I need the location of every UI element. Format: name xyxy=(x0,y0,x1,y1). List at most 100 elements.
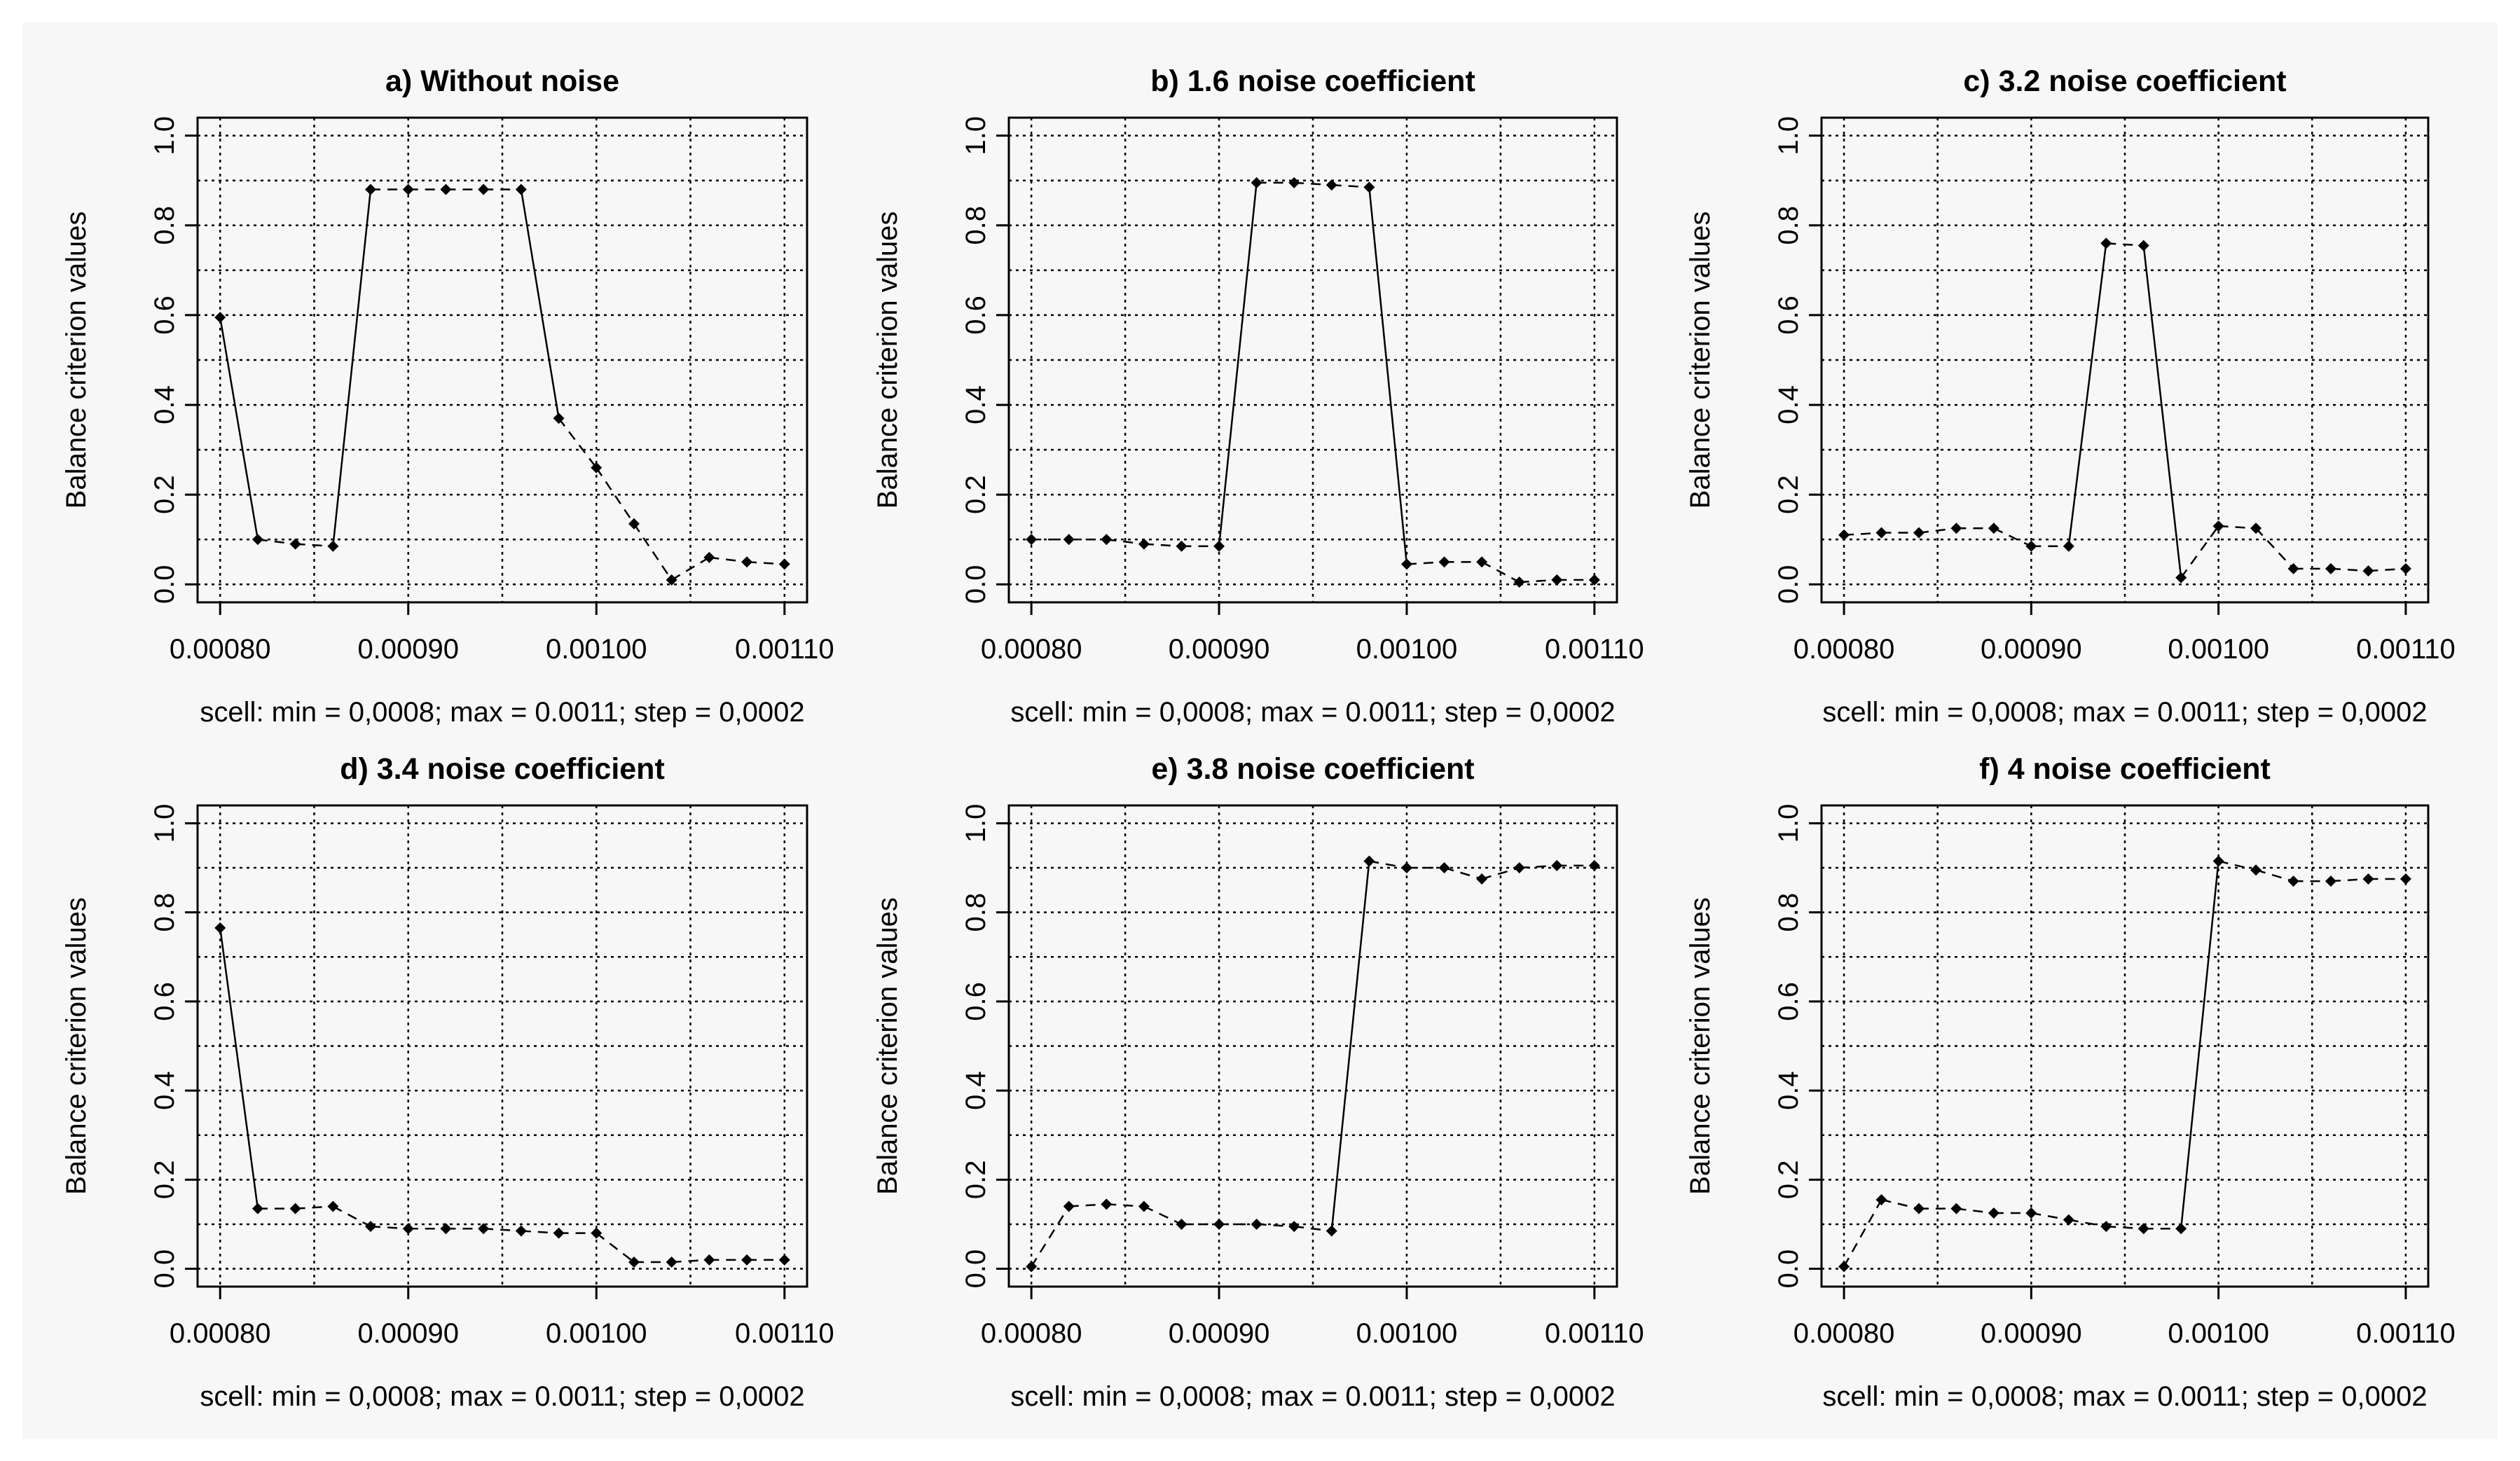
x-axis-label: scell: min = 0,0008; max = 0.0011; step … xyxy=(200,1381,804,1412)
series-segment xyxy=(332,189,372,547)
x-tick-label: 0.00080 xyxy=(170,1318,271,1349)
series-segment xyxy=(1331,184,1370,188)
data-point xyxy=(1913,1203,1925,1214)
x-tick-label: 0.00090 xyxy=(357,634,459,665)
data-point xyxy=(2100,237,2112,249)
x-tick-label: 0.00100 xyxy=(2168,1318,2269,1349)
data-point xyxy=(2100,1221,2112,1233)
series-segment xyxy=(2255,869,2294,882)
y-tick-label: 0.8 xyxy=(1773,206,1804,245)
y-tick-label: 0.0 xyxy=(1773,565,1804,604)
chart-panel-f: 0.00080 0.00090 0.00100 0.00110 0.0 0.2 0.4 0.6… xyxy=(1685,752,2456,1412)
data-point xyxy=(1513,576,1525,588)
data-point xyxy=(214,922,226,934)
data-point xyxy=(402,1223,414,1235)
y-tick-label: 1.0 xyxy=(961,116,991,155)
data-point xyxy=(440,184,452,195)
data-point xyxy=(1101,534,1113,546)
x-tick-label: 0.00090 xyxy=(1981,1318,2082,1349)
data-point xyxy=(628,518,640,529)
y-tick-label: 0.8 xyxy=(961,893,991,932)
data-point xyxy=(591,462,603,473)
y-tick-label: 0.8 xyxy=(961,206,991,245)
data-point xyxy=(553,1227,565,1239)
series-segment xyxy=(1881,1198,1920,1210)
data-point xyxy=(327,1200,339,1212)
series-segment xyxy=(1956,1207,1995,1214)
data-point xyxy=(2287,562,2299,574)
data-point xyxy=(741,556,753,568)
x-tick-label: 0.00080 xyxy=(981,1318,1082,1349)
chart-title: d) 3.4 noise coefficient xyxy=(340,752,665,786)
series-segment xyxy=(1294,181,1332,186)
series-segment xyxy=(219,317,259,540)
y-tick-label: 0.4 xyxy=(1773,385,1804,424)
series-segment xyxy=(521,1230,559,1234)
series-segment xyxy=(1368,187,1408,565)
series-segment xyxy=(671,556,710,581)
series-segment xyxy=(1256,1223,1295,1228)
data-point xyxy=(289,538,301,550)
data-point xyxy=(1026,1261,1038,1273)
data-point xyxy=(1838,529,1850,541)
y-tick-label: 0.8 xyxy=(149,893,180,932)
plot-frame xyxy=(196,804,808,1288)
series-segment xyxy=(2368,567,2407,572)
series-segment xyxy=(2068,1219,2107,1228)
data-point xyxy=(365,1221,377,1233)
series-segment xyxy=(1106,1203,1144,1207)
series-segment xyxy=(1519,864,1557,869)
data-point xyxy=(478,1223,490,1235)
series-segment xyxy=(1218,182,1258,547)
chart-panel-c: 0.00080 0.00090 0.00100 0.00110 0.0 0.2 0.4 0.6… xyxy=(1685,64,2456,728)
data-point xyxy=(1913,527,1925,539)
x-axis-label: scell: min = 0,0008; max = 0.0011; step … xyxy=(200,697,804,728)
series-segment xyxy=(2218,860,2257,871)
data-point xyxy=(327,540,339,552)
chart-title: c) 3.2 noise coefficient xyxy=(1963,64,2286,98)
x-tick-label: 0.00090 xyxy=(1169,1318,1270,1349)
y-axis-label: Balance criterion values xyxy=(1685,897,1716,1195)
series-segment xyxy=(1444,866,1482,880)
series-segment xyxy=(1031,1205,1070,1268)
data-point xyxy=(214,312,226,324)
series-segment xyxy=(483,1228,521,1232)
series-segment xyxy=(2031,1212,2070,1221)
chart-title: f) 4 noise coefficient xyxy=(1979,752,2271,786)
y-tick-label: 0.6 xyxy=(1773,982,1804,1021)
series-segment xyxy=(558,417,598,469)
data-point xyxy=(1988,1207,1999,1219)
y-tick-label: 0.2 xyxy=(961,475,991,514)
data-point xyxy=(2399,562,2411,574)
y-tick-label: 0.0 xyxy=(1773,1249,1804,1289)
data-point xyxy=(289,1203,301,1214)
data-point xyxy=(1026,534,1038,546)
chart-title: b) 1.6 noise coefficient xyxy=(1150,64,1475,98)
y-axis-label: Balance criterion values xyxy=(872,212,903,509)
y-tick-label: 1.0 xyxy=(1773,804,1804,843)
series-segment xyxy=(1330,861,1370,1231)
data-point xyxy=(1438,556,1450,568)
plot-frame xyxy=(196,116,808,604)
data-point xyxy=(2063,540,2074,552)
data-point xyxy=(1363,855,1375,867)
y-tick-label: 1.0 xyxy=(149,804,180,843)
chart-panel-a: 0.00080 0.00090 0.00100 0.00110 0.0 0.2 0.4 0.6… xyxy=(61,64,834,728)
x-tick-label: 0.00080 xyxy=(1793,1318,1895,1349)
x-tick-label: 0.00110 xyxy=(2356,634,2456,665)
series-segment xyxy=(219,927,259,1209)
data-point xyxy=(1476,556,1488,568)
data-point xyxy=(2399,873,2411,885)
data-point xyxy=(440,1223,452,1235)
data-point xyxy=(2175,1223,2187,1235)
data-point xyxy=(2212,855,2224,867)
x-tick-label: 0.00110 xyxy=(1545,634,1644,665)
series-segment xyxy=(257,539,296,545)
data-point xyxy=(478,184,490,195)
plot-frame xyxy=(1007,804,1618,1288)
y-tick-label: 0.2 xyxy=(149,1161,180,1200)
plot-frame xyxy=(1820,804,2430,1288)
series-segment xyxy=(1481,866,1520,880)
data-point xyxy=(2025,540,2037,552)
series-segment xyxy=(2067,243,2107,547)
